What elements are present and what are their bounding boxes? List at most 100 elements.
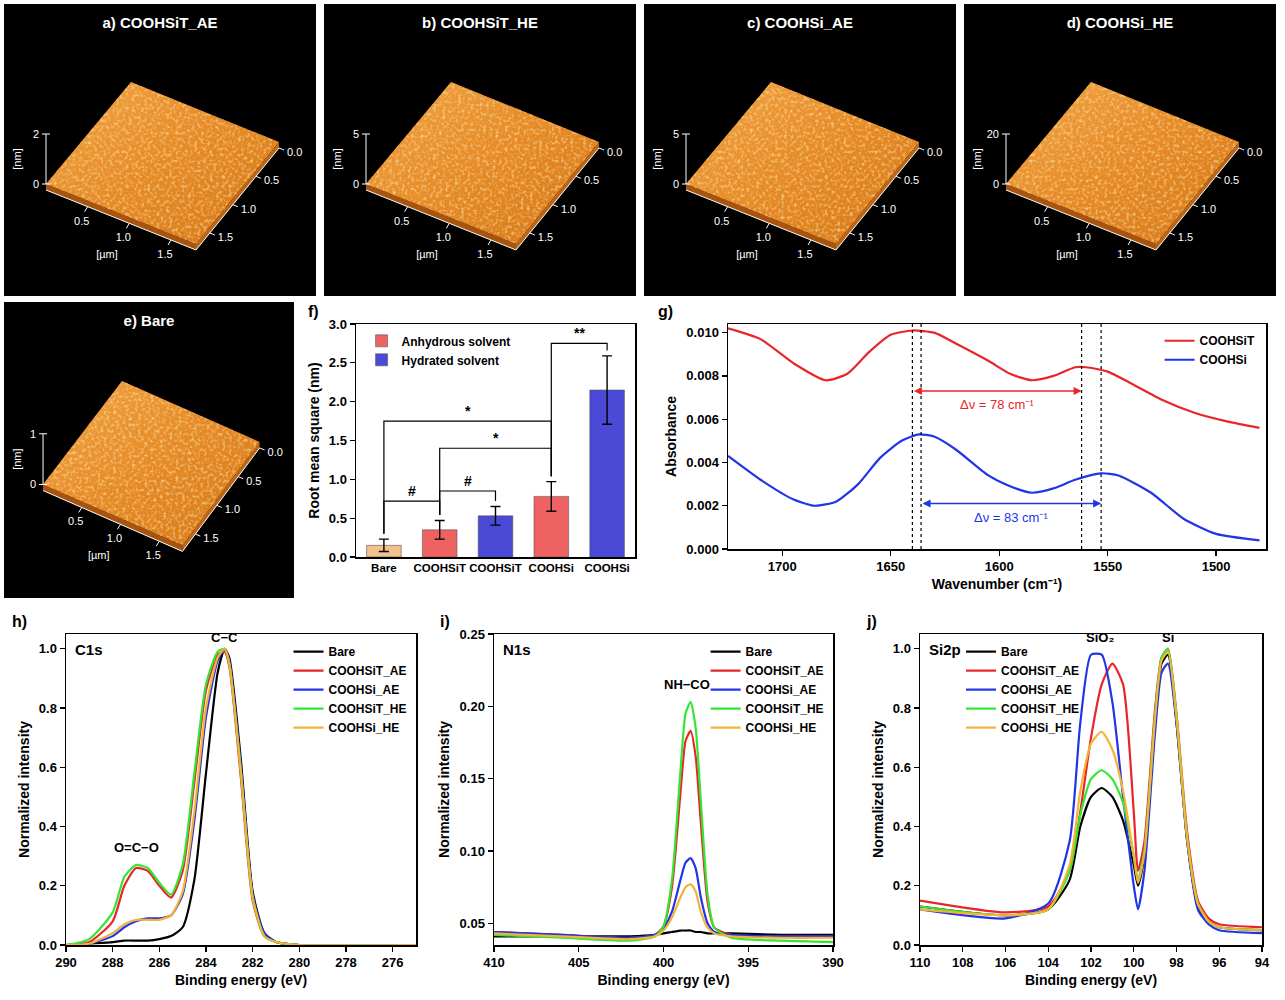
- svg-text:1.5: 1.5: [146, 549, 161, 561]
- svg-text:Hydrated solvent: Hydrated solvent: [402, 354, 499, 368]
- svg-text:0.5: 0.5: [1034, 215, 1049, 227]
- svg-text:Si: Si: [1162, 630, 1174, 645]
- svg-text:0.006: 0.006: [686, 412, 719, 427]
- svg-text:410: 410: [483, 955, 505, 970]
- svg-text:COOHSiT: COOHSiT: [1200, 334, 1255, 348]
- svg-text:0.008: 0.008: [686, 368, 719, 383]
- svg-text:[µm]: [µm]: [88, 549, 110, 561]
- svg-text:1.5: 1.5: [858, 231, 873, 243]
- svg-text:Bare: Bare: [746, 645, 773, 659]
- svg-text:0.000: 0.000: [686, 542, 719, 557]
- svg-text:Wavenumber (cm⁻¹): Wavenumber (cm⁻¹): [932, 576, 1063, 592]
- svg-text:0.002: 0.002: [686, 498, 719, 513]
- svg-text:1.0: 1.0: [436, 231, 451, 243]
- svg-text:1.0: 1.0: [756, 231, 771, 243]
- svg-text:1650: 1650: [876, 559, 905, 574]
- svg-text:282: 282: [242, 955, 264, 970]
- svg-text:b) COOHSiT_HE: b) COOHSiT_HE: [422, 14, 538, 31]
- svg-text:1.5: 1.5: [329, 433, 347, 448]
- svg-text:395: 395: [737, 955, 759, 970]
- svg-text:0.15: 0.15: [460, 771, 485, 786]
- svg-text:280: 280: [288, 955, 310, 970]
- svg-text:O=C−O: O=C−O: [114, 840, 159, 855]
- svg-text:96: 96: [1212, 955, 1226, 970]
- svg-text:Binding energy (eV): Binding energy (eV): [597, 972, 729, 988]
- svg-text:1.5: 1.5: [157, 248, 172, 260]
- svg-text:0.5: 0.5: [904, 174, 919, 186]
- svg-text:1600: 1600: [985, 559, 1014, 574]
- svg-text:Bare: Bare: [1001, 645, 1028, 659]
- svg-text:1.0: 1.0: [1201, 203, 1216, 215]
- svg-text:C−C: C−C: [211, 630, 238, 645]
- svg-text:0.8: 0.8: [893, 701, 911, 716]
- svg-text:0.5: 0.5: [246, 475, 261, 487]
- svg-text:h): h): [12, 613, 27, 630]
- svg-text:COOHSiT_AE: COOHSiT_AE: [329, 664, 407, 678]
- svg-text:Si2p: Si2p: [929, 641, 961, 658]
- svg-text:1.0: 1.0: [107, 532, 122, 544]
- svg-text:j): j): [866, 613, 877, 630]
- svg-text:a) COOHSiT_AE: a) COOHSiT_AE: [102, 14, 217, 31]
- svg-text:0.5: 0.5: [394, 215, 409, 227]
- svg-text:0.2: 0.2: [39, 878, 57, 893]
- svg-text:288: 288: [102, 955, 124, 970]
- svg-text:0.5: 0.5: [584, 174, 599, 186]
- svg-text:0.8: 0.8: [39, 701, 57, 716]
- svg-text:0.0: 0.0: [607, 146, 622, 158]
- svg-text:Anhydrous solvent: Anhydrous solvent: [402, 335, 511, 349]
- svg-text:NH−CO: NH−CO: [664, 677, 710, 692]
- svg-text:[nm]: [nm]: [331, 148, 343, 169]
- svg-text:5: 5: [673, 128, 679, 140]
- svg-text:[nm]: [nm]: [971, 148, 983, 169]
- svg-text:1.5: 1.5: [203, 532, 218, 544]
- svg-text:102: 102: [1080, 955, 1102, 970]
- svg-text:COOHSi_HE: COOHSi_HE: [1001, 721, 1072, 735]
- svg-text:0.5: 0.5: [264, 174, 279, 186]
- svg-text:f): f): [308, 303, 319, 320]
- svg-text:i): i): [440, 613, 450, 630]
- svg-text:SiO₂: SiO₂: [1086, 630, 1114, 645]
- svg-text:0.004: 0.004: [686, 455, 719, 470]
- svg-text:0.4: 0.4: [893, 819, 912, 834]
- svg-text:0.0: 0.0: [39, 938, 57, 953]
- svg-text:0.0: 0.0: [927, 146, 942, 158]
- svg-text:390: 390: [822, 955, 844, 970]
- svg-text:COOHSiT_HE: COOHSiT_HE: [746, 702, 824, 716]
- svg-text:[µm]: [µm]: [1056, 248, 1078, 260]
- svg-text:[nm]: [nm]: [651, 148, 663, 169]
- svg-text:1.0: 1.0: [225, 503, 240, 515]
- svg-text:0.20: 0.20: [460, 699, 485, 714]
- svg-text:COOHSi_HE: COOHSi_HE: [746, 721, 817, 735]
- svg-text:98: 98: [1169, 955, 1183, 970]
- svg-text:1.0: 1.0: [329, 472, 347, 487]
- svg-text:0: 0: [993, 178, 999, 190]
- svg-text:2.0: 2.0: [329, 394, 347, 409]
- svg-text:0.5: 0.5: [68, 515, 83, 527]
- svg-text:COOHSiT_HE: COOHSiT_HE: [1001, 702, 1079, 716]
- svg-text:COOHSi: COOHSi: [1200, 353, 1247, 367]
- svg-text:[nm]: [nm]: [11, 448, 23, 469]
- svg-text:#: #: [408, 483, 416, 499]
- svg-text:1.0: 1.0: [561, 203, 576, 215]
- svg-text:1: 1: [30, 428, 36, 440]
- svg-text:COOHSiT: COOHSiT: [469, 562, 521, 574]
- svg-text:COOHSiT_HE: COOHSiT_HE: [329, 702, 407, 716]
- svg-text:1.5: 1.5: [538, 231, 553, 243]
- svg-text:5: 5: [353, 128, 359, 140]
- svg-text:0.10: 0.10: [460, 844, 485, 859]
- svg-text:**: **: [574, 325, 585, 341]
- svg-text:[µm]: [µm]: [416, 248, 438, 260]
- svg-text:94: 94: [1255, 955, 1270, 970]
- svg-text:3.0: 3.0: [329, 317, 347, 332]
- svg-text:Normalized intensity: Normalized intensity: [436, 721, 452, 858]
- svg-text:1550: 1550: [1093, 559, 1122, 574]
- svg-text:0.0: 0.0: [329, 550, 347, 565]
- svg-text:0.0: 0.0: [893, 938, 911, 953]
- svg-text:278: 278: [335, 955, 357, 970]
- svg-text:20: 20: [987, 128, 999, 140]
- svg-text:405: 405: [568, 955, 590, 970]
- svg-text:COOHSi_AE: COOHSi_AE: [746, 683, 817, 697]
- svg-text:0.5: 0.5: [1224, 174, 1239, 186]
- svg-text:1.0: 1.0: [39, 641, 57, 656]
- svg-text:C1s: C1s: [75, 641, 103, 658]
